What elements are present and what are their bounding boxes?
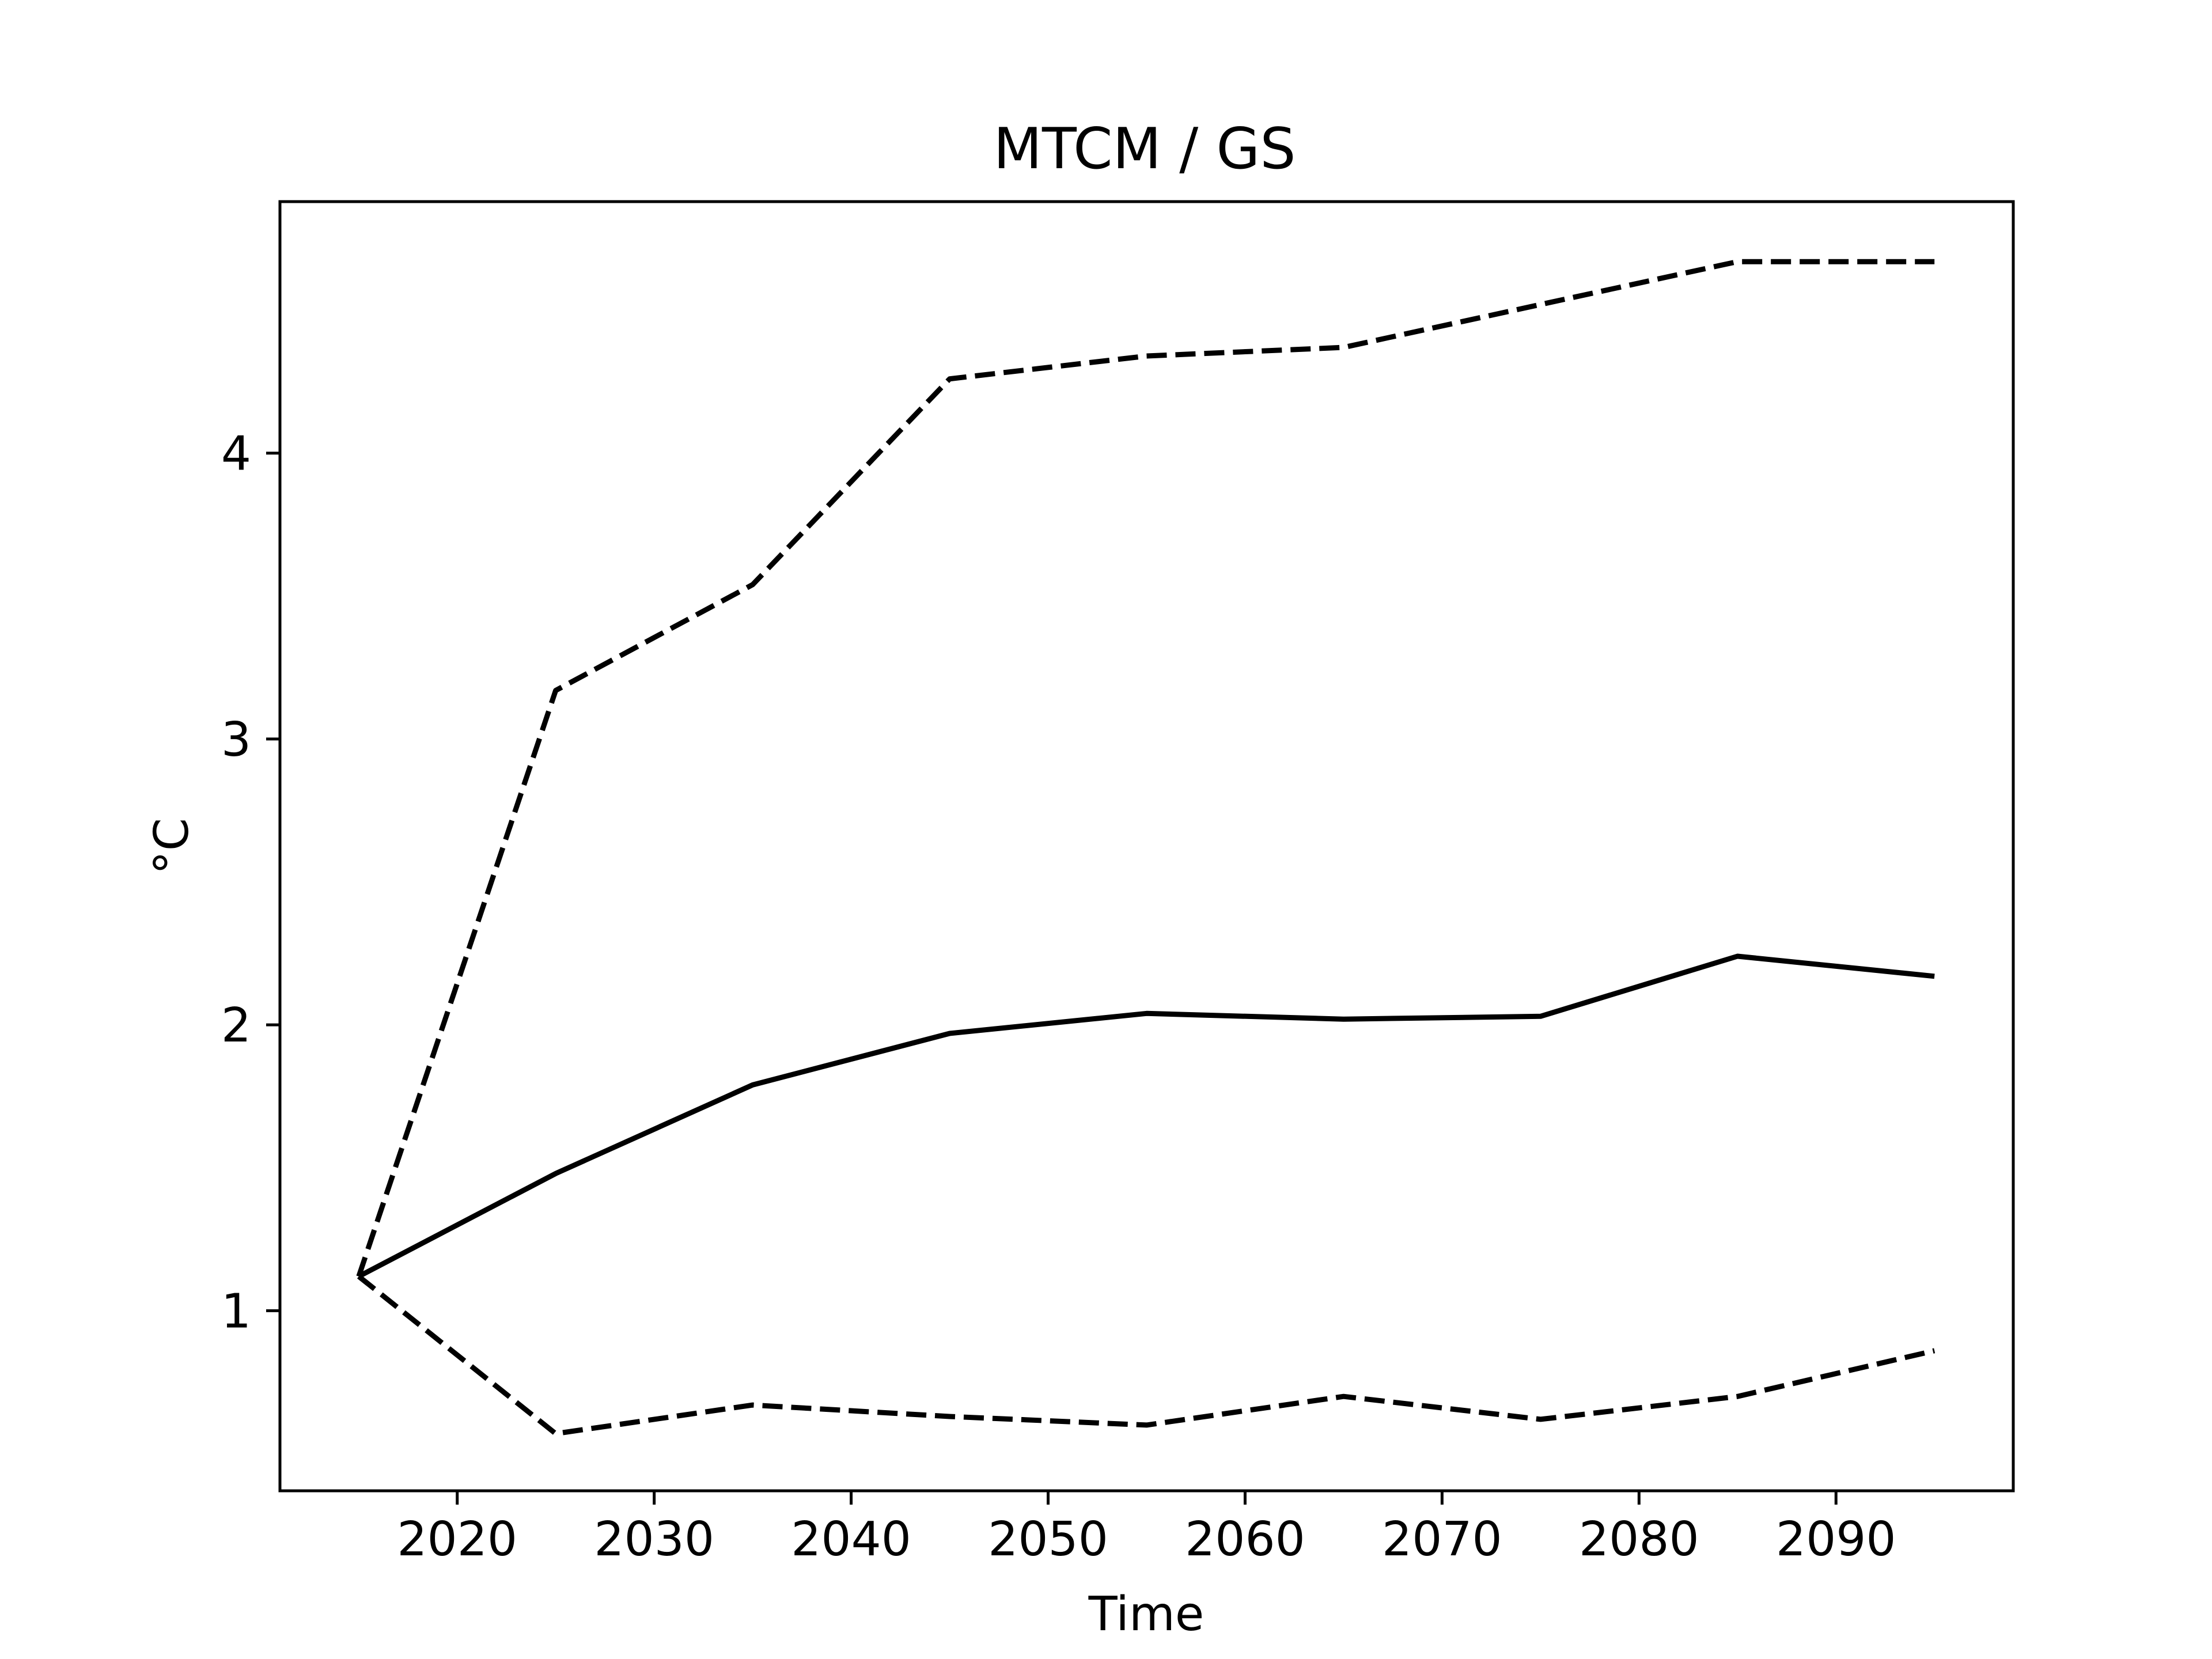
series-line-1-dashed: [356, 259, 1935, 1278]
series-line-3-dashed: [357, 1274, 1936, 1437]
y-axis-label: °C: [145, 818, 199, 874]
series-line-2-solid: [357, 953, 1935, 1279]
x-tick-label-2070: 2070: [1382, 1512, 1502, 1567]
y-tick-label-4: 4: [221, 427, 251, 482]
x-tick-label-2050: 2050: [988, 1512, 1108, 1567]
x-tick-label-2060: 2060: [1185, 1512, 1305, 1567]
series-layer: [356, 259, 1936, 1437]
x-axis-label: Time: [1088, 1587, 1205, 1642]
x-tick-label-2090: 2090: [1776, 1512, 1896, 1567]
x-axis-ticks: 2020 2030 2040 2050 2060 2070 2080 2090: [397, 1491, 1896, 1567]
x-tick-label-2020: 2020: [397, 1512, 517, 1567]
plot-area-frame: [278, 200, 2015, 1493]
y-axis-ticks: 1 2 3 4: [221, 427, 280, 1339]
x-tick-label-2030: 2030: [594, 1512, 714, 1567]
y-tick-label-3: 3: [221, 713, 251, 767]
chart-title: MTCM / GS: [993, 116, 1296, 182]
y-tick-label-1: 1: [221, 1284, 251, 1339]
y-tick-label-2: 2: [221, 998, 251, 1053]
x-tick-label-2080: 2080: [1579, 1512, 1699, 1567]
x-tick-label-2040: 2040: [791, 1512, 911, 1567]
